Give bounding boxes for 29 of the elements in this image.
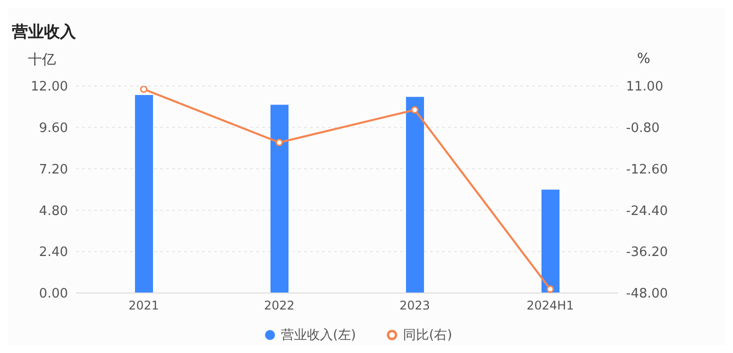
y-tick-label: 2.40 <box>39 245 68 260</box>
legend-label: 同比(右) <box>402 327 452 344</box>
legend-label: 营业收入(左) <box>280 327 356 344</box>
point <box>411 106 418 114</box>
y-tick-label: 4.80 <box>39 204 68 219</box>
y2-tick-label: -12.60 <box>626 162 668 178</box>
y-tick-label: 12.00 <box>30 80 68 95</box>
x-tick-label: 2023 <box>399 298 430 313</box>
y2-axis-title: % <box>637 51 650 67</box>
y-tick-label: 9.60 <box>39 121 68 136</box>
y2-tick-label: -48.00 <box>626 286 668 302</box>
point <box>546 285 554 293</box>
bar <box>406 96 424 293</box>
y2-tick-label: 11.00 <box>626 80 664 95</box>
point <box>140 86 148 93</box>
point <box>276 138 283 146</box>
bar <box>270 104 288 293</box>
bar <box>135 94 153 293</box>
x-tick-label: 2021 <box>128 298 160 313</box>
bar <box>542 190 560 293</box>
y2-tick-label: -0.80 <box>626 121 660 136</box>
chart-title: 营业收入 <box>12 22 76 43</box>
y-tick-label: 7.20 <box>39 162 68 178</box>
x-tick-label: 2024H1 <box>526 298 574 313</box>
y2-tick-label: -36.20 <box>626 245 668 260</box>
y-axis-title: 十亿 <box>28 51 56 69</box>
x-tick-label: 2022 <box>264 298 295 313</box>
y-tick-label: 0.00 <box>39 286 68 302</box>
y2-tick-label: -24.40 <box>626 204 668 219</box>
